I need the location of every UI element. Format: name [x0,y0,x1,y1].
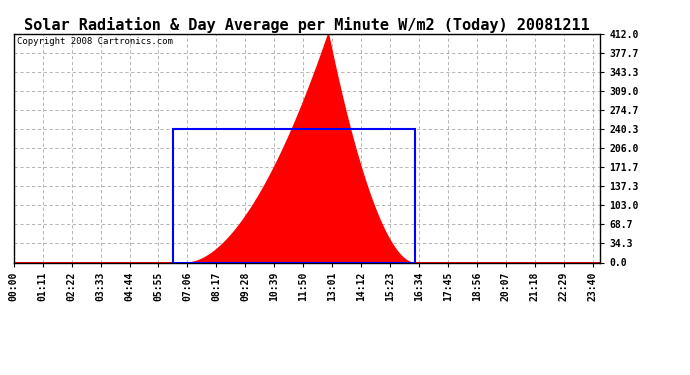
Text: Copyright 2008 Cartronics.com: Copyright 2008 Cartronics.com [17,37,172,46]
Bar [172,129,415,262]
Title: Solar Radiation & Day Average per Minute W/m2 (Today) 20081211: Solar Radiation & Day Average per Minute… [24,16,590,33]
